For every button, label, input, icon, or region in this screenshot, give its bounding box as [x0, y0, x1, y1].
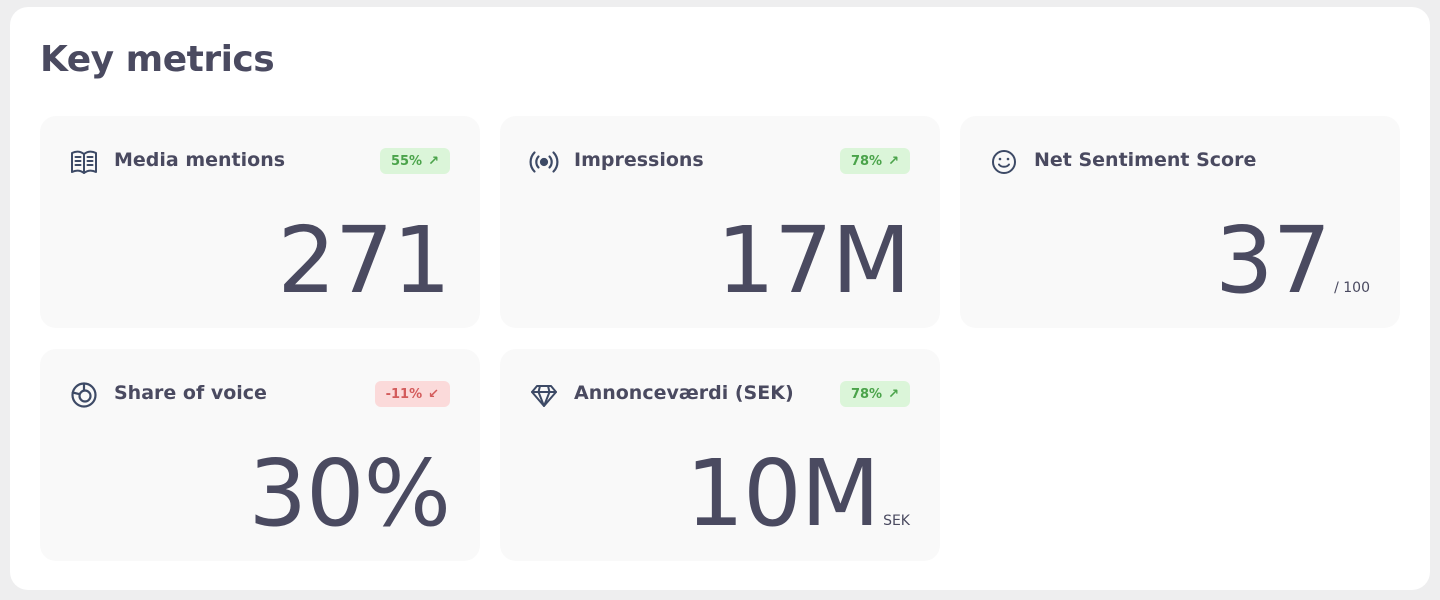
smiley-icon — [988, 146, 1020, 178]
metric-value: 10M — [685, 439, 880, 547]
trend-badge: 78% ↗ — [839, 148, 910, 174]
arrow-up-right-icon: ↗ — [428, 153, 439, 169]
metric-label: Net Sentiment Score — [1034, 149, 1257, 171]
metric-value: 17M — [716, 206, 911, 314]
metric-label: Annonceværdi (SEK) — [574, 382, 794, 404]
metric-label: Share of voice — [114, 382, 267, 404]
newspaper-icon — [68, 146, 100, 178]
metric-unit: SEK — [883, 513, 910, 529]
metric-card-share-of-voice[interactable]: Share of voice -11% ↙ 30% — [40, 349, 480, 561]
metric-label: Media mentions — [114, 149, 286, 171]
badge-value: -11% — [385, 386, 423, 402]
metric-label: Impressions — [574, 149, 704, 171]
badge-value: 78% — [850, 386, 883, 402]
pie-chart-icon — [68, 379, 100, 411]
metric-card-net-sentiment-score[interactable]: Net Sentiment Score 37 / 100 — [960, 116, 1400, 328]
trend-badge: -11% ↙ — [374, 381, 450, 407]
metric-value: 271 — [277, 206, 451, 314]
metric-value-wrap: 30% — [248, 439, 451, 547]
metric-unit: / 100 — [1334, 280, 1370, 296]
panel-title: Key metrics — [40, 39, 275, 80]
metric-value: 37 — [1215, 206, 1331, 314]
metric-value-wrap: 10M SEK — [685, 439, 910, 547]
badge-value: 78% — [850, 153, 883, 169]
metric-value-wrap: 271 — [277, 206, 451, 314]
metric-value-wrap: 17M — [716, 206, 911, 314]
diamond-icon — [528, 379, 560, 411]
badge-value: 55% — [390, 153, 423, 169]
metric-card-media-mentions[interactable]: Media mentions 55% ↗ 271 — [40, 116, 480, 328]
trend-badge: 78% ↗ — [839, 381, 910, 407]
metric-value: 30% — [248, 439, 451, 547]
metric-card-ad-value[interactable]: Annonceværdi (SEK) 78% ↗ 10M SEK — [500, 349, 940, 561]
trend-badge: 55% ↗ — [379, 148, 450, 174]
metric-value-wrap: 37 / 100 — [1215, 206, 1370, 314]
arrow-up-right-icon: ↗ — [888, 386, 899, 402]
arrow-up-right-icon: ↗ — [888, 153, 899, 169]
arrow-down-left-icon: ↙ — [428, 386, 439, 402]
key-metrics-panel: Key metrics Media mentions 55% ↗ 271 — [10, 7, 1430, 590]
metric-card-impressions[interactable]: Impressions 78% ↗ 17M — [500, 116, 940, 328]
broadcast-icon — [528, 146, 560, 178]
